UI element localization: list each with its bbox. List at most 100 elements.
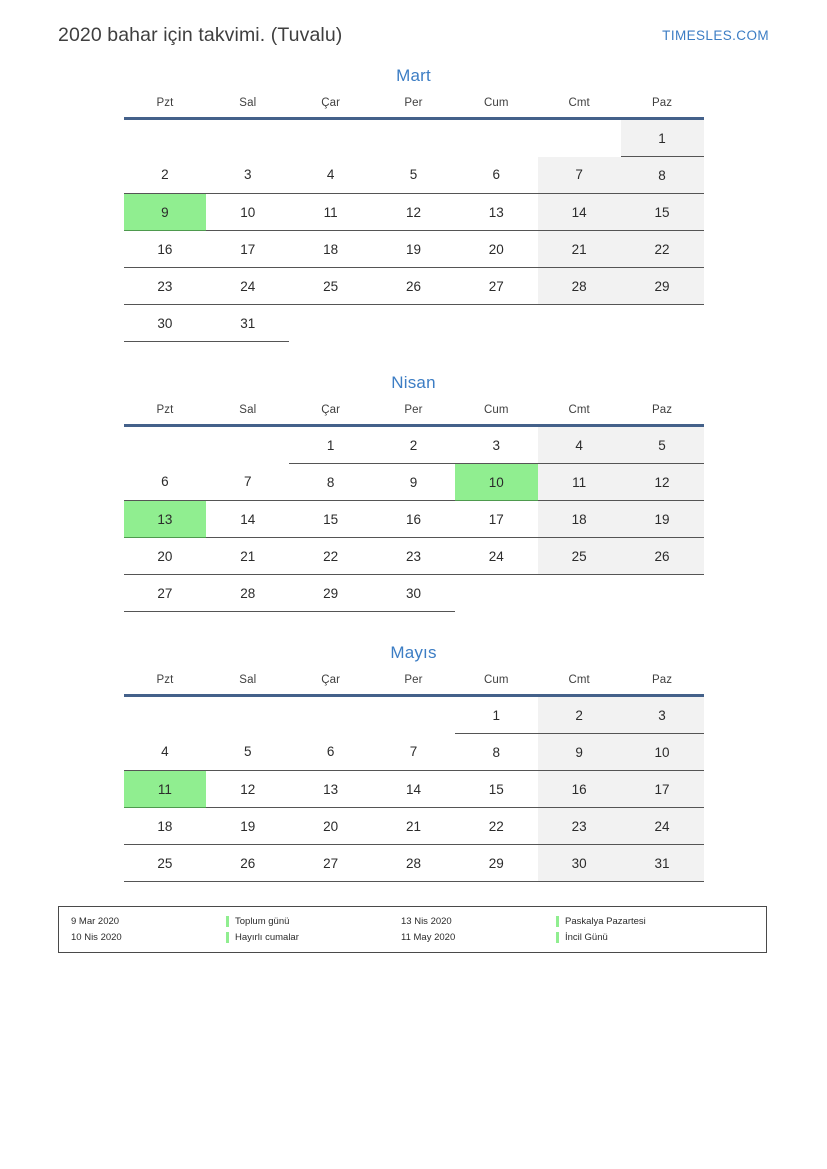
day-cell[interactable]: 7 — [372, 733, 455, 771]
day-cell[interactable]: 15 — [620, 193, 704, 231]
day-cell[interactable]: 1 — [454, 697, 538, 734]
day-cell[interactable]: 27 — [123, 574, 207, 612]
day-cell[interactable]: 26 — [620, 537, 704, 575]
day-cell[interactable]: 9 — [537, 733, 621, 771]
day-cell[interactable]: 5 — [620, 427, 704, 464]
day-cell[interactable]: 17 — [454, 500, 538, 538]
month-grid: Pzt Sal Çar Per Cum Cmt Paz 1 2 3 4 5 6 7 8 9 10 11 12 13 14… — [123, 404, 704, 612]
day-cell[interactable]: 23 — [537, 807, 621, 845]
day-cell[interactable]: 2 — [372, 427, 455, 464]
day-cell[interactable]: 7 — [206, 463, 290, 501]
day-cell[interactable]: 16 — [537, 770, 621, 808]
day-cell[interactable]: 14 — [537, 193, 621, 231]
day-cell[interactable]: 31 — [620, 844, 704, 882]
day-cell[interactable]: 26 — [206, 844, 290, 882]
day-cell[interactable]: 21 — [206, 537, 290, 575]
weekday-header-pzt: Pzt — [156, 674, 174, 686]
day-cell[interactable]: 8 — [454, 733, 538, 771]
day-cell[interactable]: 2 — [537, 697, 621, 734]
day-cell[interactable]: 23 — [123, 267, 207, 305]
day-cell[interactable]: 6 — [454, 156, 538, 194]
day-cell[interactable]: 19 — [206, 807, 290, 845]
day-cell[interactable]: 17 — [206, 230, 290, 268]
day-cell[interactable]: 12 — [372, 193, 455, 231]
day-cell[interactable]: 27 — [454, 267, 538, 305]
day-cell[interactable]: 8 — [289, 463, 373, 501]
day-cell[interactable]: 29 — [289, 574, 373, 612]
month-block-mart: Mart Pzt Sal Çar Per Cum Cmt Paz 1 2 3 4 5 6 7 8 9 10 11 12… — [123, 66, 704, 342]
day-cell[interactable]: 11 — [537, 463, 621, 501]
day-cell[interactable]: 13 — [123, 500, 207, 538]
day-cell[interactable]: 12 — [206, 770, 290, 808]
day-cell[interactable]: 21 — [372, 807, 455, 845]
day-cell[interactable]: 30 — [372, 574, 455, 612]
day-cell[interactable]: 18 — [537, 500, 621, 538]
day-cell[interactable]: 4 — [123, 733, 207, 771]
day-cell[interactable]: 10 — [620, 733, 704, 771]
day-cell[interactable]: 30 — [123, 304, 207, 342]
day-cell[interactable]: 11 — [289, 193, 373, 231]
day-cell[interactable]: 3 — [454, 427, 538, 464]
day-cell[interactable]: 5 — [372, 156, 455, 194]
day-cell[interactable]: 5 — [206, 733, 290, 771]
day-cell[interactable]: 1 — [620, 120, 704, 157]
day-cell[interactable]: 29 — [454, 844, 538, 882]
day-cell[interactable]: 7 — [537, 156, 621, 194]
day-cell[interactable]: 25 — [123, 844, 207, 882]
day-cell[interactable]: 9 — [123, 193, 207, 231]
day-cell[interactable]: 22 — [620, 230, 704, 268]
day-cell[interactable]: 24 — [454, 537, 538, 575]
day-cell[interactable]: 29 — [620, 267, 704, 305]
day-cell[interactable]: 22 — [454, 807, 538, 845]
week-row: 23 24 25 26 27 28 29 — [123, 267, 704, 305]
day-cell[interactable]: 28 — [206, 574, 290, 612]
day-cell[interactable]: 10 — [454, 463, 538, 501]
day-cell[interactable]: 12 — [620, 463, 704, 501]
brand-logo[interactable]: TIMESLES.COM — [662, 27, 769, 43]
day-cell[interactable]: 9 — [372, 463, 455, 501]
day-cell[interactable]: 15 — [454, 770, 538, 808]
day-cell[interactable]: 20 — [289, 807, 373, 845]
day-cell[interactable]: 17 — [620, 770, 704, 808]
day-cell[interactable]: 6 — [123, 463, 207, 501]
day-cell[interactable]: 11 — [123, 770, 207, 808]
day-cell[interactable]: 16 — [372, 500, 455, 538]
day-cell[interactable]: 13 — [289, 770, 373, 808]
day-cell[interactable]: 20 — [123, 537, 207, 575]
day-cell[interactable]: 2 — [123, 156, 207, 194]
day-cell[interactable]: 28 — [372, 844, 455, 882]
day-cell[interactable]: 10 — [206, 193, 290, 231]
day-cell[interactable]: 3 — [620, 697, 704, 734]
day-cell[interactable]: 20 — [454, 230, 538, 268]
day-cell[interactable]: 8 — [620, 156, 704, 194]
day-cell[interactable]: 24 — [206, 267, 290, 305]
day-cell[interactable]: 18 — [289, 230, 373, 268]
day-cell[interactable]: 14 — [372, 770, 455, 808]
day-cell[interactable]: 18 — [123, 807, 207, 845]
legend-label: İncil Günü — [556, 931, 766, 944]
day-cell[interactable]: 4 — [537, 427, 621, 464]
day-cell[interactable]: 25 — [537, 537, 621, 575]
day-cell[interactable]: 13 — [454, 193, 538, 231]
day-cell[interactable]: 3 — [206, 156, 290, 194]
day-cell[interactable]: 19 — [372, 230, 455, 268]
day-cell[interactable]: 15 — [289, 500, 373, 538]
day-cell[interactable]: 4 — [289, 156, 373, 194]
day-cell[interactable]: 31 — [206, 304, 290, 342]
day-cell[interactable]: 22 — [289, 537, 373, 575]
day-cell[interactable]: 30 — [537, 844, 621, 882]
day-cell[interactable]: 6 — [289, 733, 373, 771]
day-cell[interactable]: 24 — [620, 807, 704, 845]
day-cell[interactable]: 26 — [372, 267, 455, 305]
day-cell[interactable]: 14 — [206, 500, 290, 538]
week-row: 18 19 20 21 22 23 24 — [123, 807, 704, 845]
day-cell[interactable]: 23 — [372, 537, 455, 575]
day-cell[interactable]: 1 — [289, 427, 373, 464]
day-cell[interactable]: 16 — [123, 230, 207, 268]
day-cell[interactable]: 19 — [620, 500, 704, 538]
day-cell[interactable]: 28 — [537, 267, 621, 305]
day-cell[interactable]: 25 — [289, 267, 373, 305]
day-cell[interactable]: 27 — [289, 844, 373, 882]
day-cell[interactable]: 21 — [537, 230, 621, 268]
